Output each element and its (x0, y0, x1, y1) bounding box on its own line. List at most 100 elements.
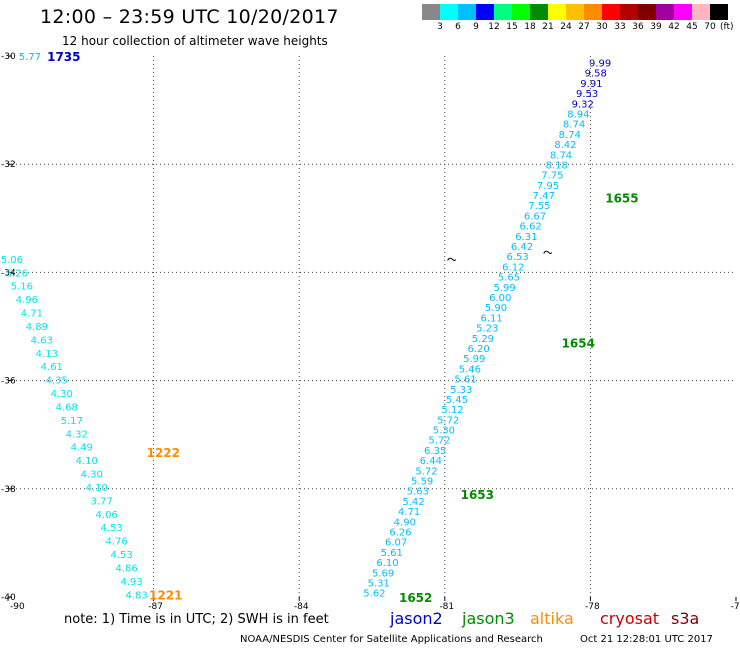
wave-height-value: 6.62 (520, 222, 542, 233)
wave-height-value: 5.31 (368, 578, 390, 589)
lon-tick-label: -84 (294, 602, 309, 612)
lon-tick-label: -78 (585, 602, 600, 612)
wave-height-value: 6.35 (424, 446, 446, 457)
pass-time-label: 1735 (47, 50, 80, 64)
wave-height-value: 4.61 (41, 362, 63, 373)
footer-timestamp: Oct 21 12:28:01 UTC 2017 (580, 634, 713, 645)
wave-height-value: 4.35 (46, 376, 68, 387)
lat-tick-label: -40 (1, 593, 16, 603)
color-scale-label: 30 (596, 22, 608, 32)
legend-note: note: 1) Time is in UTC; 2) SWH is in fe… (64, 612, 329, 627)
wave-height-value: 5.65 (498, 273, 520, 284)
wave-height-value: 8.18 (546, 160, 568, 171)
wave-height-value: 4.71 (21, 309, 43, 320)
lon-tick-label: -75 (731, 602, 740, 612)
wave-height-value: 5.99 (463, 354, 485, 365)
wave-height-value: 5.42 (402, 497, 424, 508)
wave-height-value: 5.63 (407, 487, 429, 498)
wave-height-value: 6.31 (515, 232, 537, 243)
color-swatch (710, 4, 728, 20)
color-scale-label: 6 (455, 22, 461, 32)
wave-height-value: 4.30 (81, 470, 103, 481)
wave-height-value: 5.33 (450, 385, 472, 396)
satellite-legend-cryosat: cryosat (600, 609, 660, 628)
wave-height-value: 6.67 (524, 211, 546, 222)
wave-height-value: 7.95 (537, 181, 559, 192)
wave-height-value: 4.13 (36, 349, 58, 360)
wave-height-value: 5.99 (493, 283, 515, 294)
wave-height-value: 7.47 (533, 191, 555, 202)
wave-height-value: 4.10 (76, 456, 98, 467)
color-swatch (602, 4, 620, 20)
wave-height-value: 5.61 (381, 548, 403, 559)
lon-tick-label: -90 (10, 602, 25, 612)
wave-height-value: 4.63 (31, 335, 53, 346)
wave-height-value: 6.44 (420, 456, 442, 467)
color-swatch (548, 4, 566, 20)
wave-height-value: 5.23 (476, 324, 498, 335)
wave-height-value: 9.53 (576, 89, 598, 100)
wave-height-value: 4.76 (106, 537, 128, 548)
color-swatch (692, 4, 710, 20)
lat-tick-label: -30 (1, 52, 16, 62)
wave-height-value: 3.77 (91, 496, 113, 507)
pass-time-label: 1653 (461, 488, 494, 502)
wave-height-value: 6.53 (507, 252, 529, 263)
wave-height-value: 5.12 (441, 405, 463, 416)
color-swatch (584, 4, 602, 20)
color-scale-label: 18 (524, 22, 536, 32)
wave-height-value: 9.91 (580, 79, 602, 90)
wave-height-value: 6.12 (502, 262, 524, 273)
wave-height-value: 5.69 (372, 568, 394, 579)
wave-height-value: 4.68 (56, 402, 78, 413)
wave-height-value: 5.26 (6, 268, 28, 279)
wave-height-value: 8.42 (554, 140, 576, 151)
island-outline (543, 250, 553, 254)
wave-height-value: 5.29 (472, 334, 494, 345)
color-scale-label: 42 (668, 22, 680, 32)
footer-credit: NOAA/NESDIS Center for Satellite Applica… (240, 634, 543, 645)
pass-time-label: 1652 (399, 591, 432, 605)
wave-height-value: 4.83 (125, 590, 147, 601)
satellite-legend-jason3: jason3 (462, 609, 515, 628)
color-scale-label: 39 (650, 22, 662, 32)
lon-tick-label: -81 (439, 602, 454, 612)
wave-height-value: 5.72 (437, 415, 459, 426)
color-scale-label: 3 (437, 22, 443, 32)
satellite-legend-s3a: s3a (671, 609, 700, 628)
wave-height-value: 5.30 (433, 426, 455, 437)
color-swatch (440, 4, 458, 20)
lat-tick-label: -34 (1, 268, 16, 278)
color-swatch (638, 4, 656, 20)
color-scale-unit: (ft) (720, 22, 734, 32)
corner-wave-value: 5.77 (19, 52, 41, 63)
wave-height-value: 7.55 (528, 201, 550, 212)
wave-height-value: 4.90 (394, 517, 416, 528)
wave-height-value: 4.89 (26, 322, 48, 333)
wave-height-value: 6.20 (467, 344, 489, 355)
wave-height-value: 5.90 (485, 303, 507, 314)
lat-tick-label: -36 (1, 377, 16, 387)
color-swatch (620, 4, 638, 20)
lat-tick-label: -38 (1, 485, 16, 495)
wave-height-value: 5.16 (11, 282, 33, 293)
wave-height-value: 4.96 (16, 295, 38, 306)
wave-height-value: 5.61 (454, 375, 476, 386)
wave-height-value: 4.53 (101, 523, 123, 534)
wave-height-value: 8.74 (559, 130, 581, 141)
wave-height-value: 4.30 (51, 389, 73, 400)
wave-height-value: 6.42 (511, 242, 533, 253)
wave-height-value: 6.07 (385, 538, 407, 549)
wave-height-value: 4.86 (116, 563, 138, 574)
wave-height-value: 4.32 (66, 429, 88, 440)
color-swatch (458, 4, 476, 20)
color-scale-label: 21 (542, 22, 554, 32)
page-title: 12:00 – 23:59 UTC 10/20/2017 (40, 6, 339, 28)
color-swatch (566, 4, 584, 20)
pass-time-label: 1654 (562, 337, 595, 351)
wave-height-value: 9.58 (585, 69, 607, 80)
wave-height-value: 4.06 (96, 510, 118, 521)
lat-tick-label: -32 (1, 160, 16, 170)
